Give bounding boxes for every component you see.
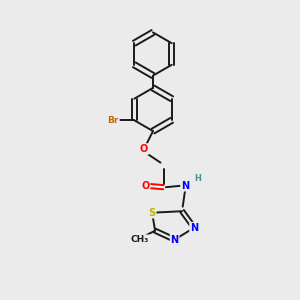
Text: N: N	[181, 181, 189, 191]
Text: S: S	[148, 208, 156, 218]
Text: O: O	[140, 144, 148, 154]
Text: N: N	[170, 235, 179, 245]
Text: H: H	[194, 174, 201, 183]
Text: Br: Br	[108, 116, 119, 125]
Text: N: N	[190, 223, 198, 233]
Text: CH₃: CH₃	[131, 235, 149, 244]
Text: O: O	[141, 181, 150, 191]
